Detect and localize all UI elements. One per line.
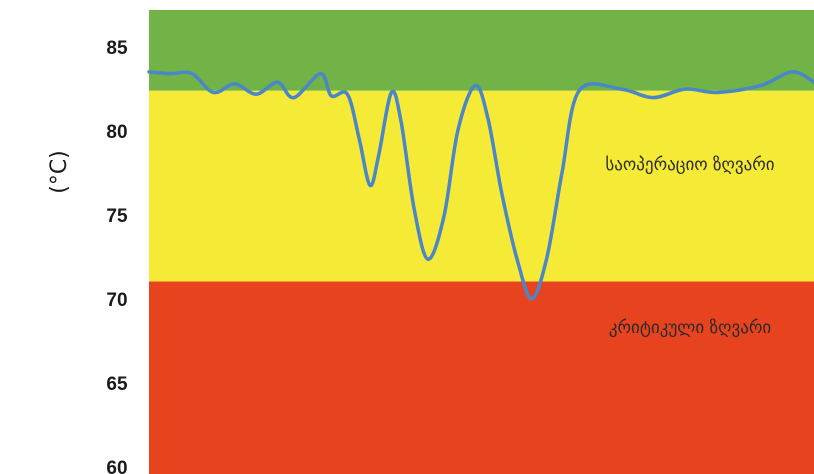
- y-axis-title: (°C): [47, 150, 72, 194]
- band-labels: საოპერაციო ზღვარი კრიტიკული ზღვარი: [605, 155, 774, 338]
- y-tick-label: 80: [106, 122, 127, 143]
- y-tick-label: 70: [106, 290, 127, 311]
- y-tick-label: 65: [106, 374, 128, 395]
- y-axis-ticks: 85 80 75 70 65 60: [106, 38, 128, 474]
- threshold-bands: [149, 10, 814, 474]
- series-lines: [147, 70, 814, 301]
- y-tick-label: 85: [106, 38, 128, 59]
- series-line-0: [147, 70, 814, 301]
- band-0: [149, 10, 814, 91]
- band-label-2: კრიტიკული ზღვარი: [609, 318, 771, 338]
- band-1: [149, 90, 814, 282]
- y-tick-label: 60: [106, 458, 127, 474]
- y-tick-label: 75: [106, 206, 128, 227]
- band-label-1: საოპერაციო ზღვარი: [605, 155, 774, 175]
- band-2: [149, 281, 814, 474]
